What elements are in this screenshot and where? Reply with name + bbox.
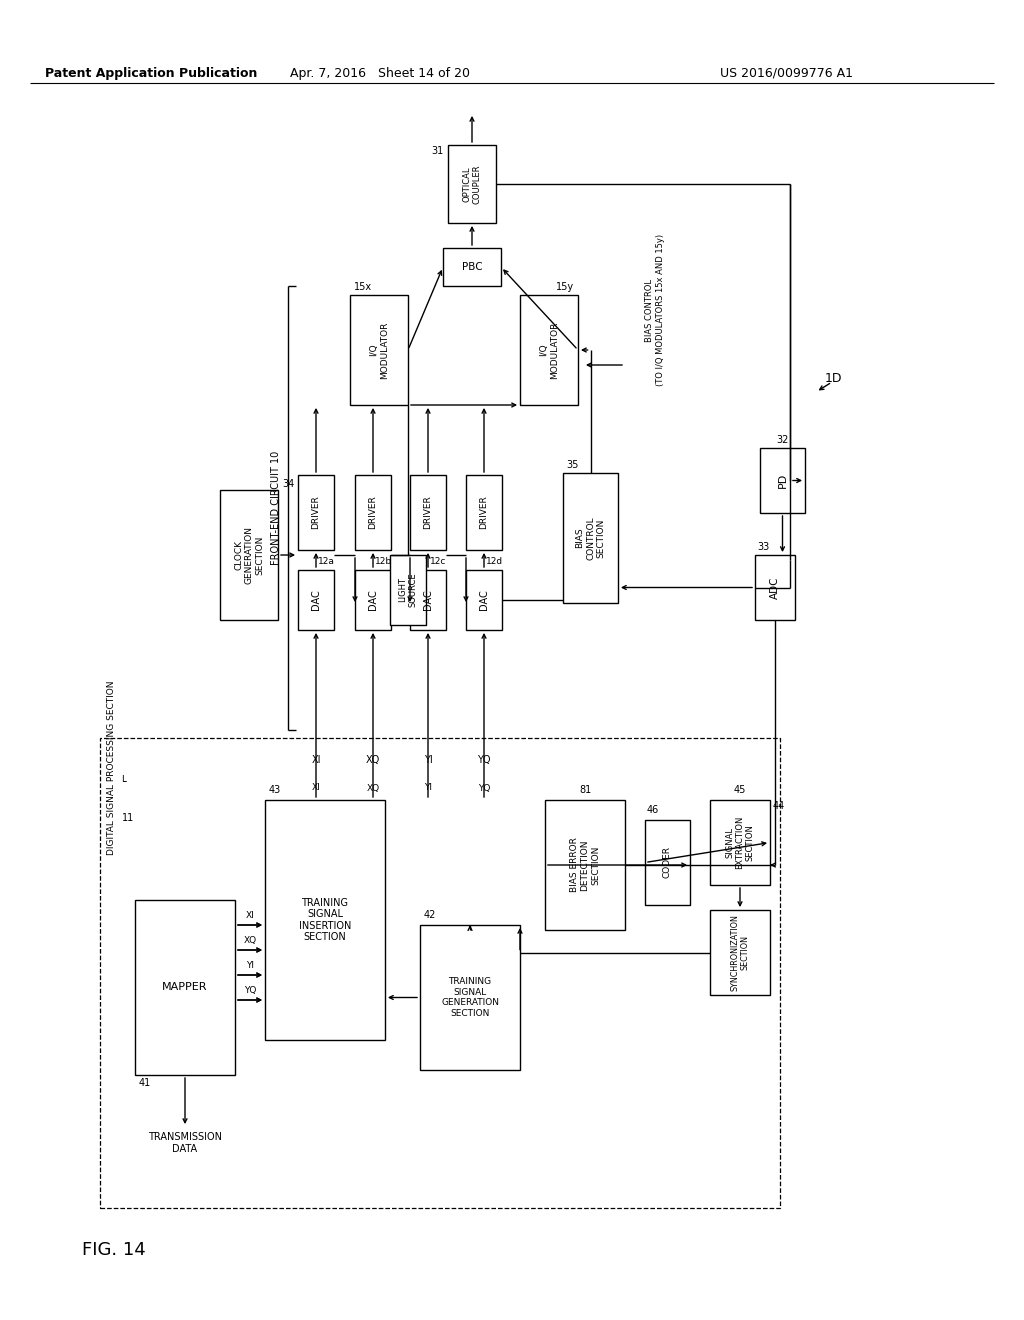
Text: XI: XI [311, 755, 321, 766]
Text: XQ: XQ [366, 755, 380, 766]
Text: DAC: DAC [479, 590, 489, 610]
Text: FRONT-END CIRCUIT 10: FRONT-END CIRCUIT 10 [271, 451, 281, 565]
Bar [760, 447, 805, 513]
Bar [220, 490, 278, 620]
Text: SIGNAL
EXTRACTION
SECTION: SIGNAL EXTRACTION SECTION [725, 816, 755, 869]
Text: 32: 32 [776, 436, 788, 445]
Text: YI: YI [424, 755, 432, 766]
Text: YQ: YQ [477, 755, 490, 766]
Text: 33: 33 [757, 543, 769, 552]
Bar [298, 475, 334, 550]
Text: 45: 45 [734, 785, 746, 795]
Text: CODER: CODER [663, 846, 672, 879]
Text: DAC: DAC [423, 590, 433, 610]
Bar [520, 294, 578, 405]
Text: PD: PD [777, 473, 787, 488]
Text: US 2016/0099776 A1: US 2016/0099776 A1 [720, 66, 853, 79]
Text: 12a: 12a [318, 557, 335, 566]
Text: 15y: 15y [556, 282, 574, 292]
Text: DIGITAL SIGNAL PROCESSING SECTION: DIGITAL SIGNAL PROCESSING SECTION [108, 681, 117, 855]
Text: 34: 34 [282, 479, 294, 488]
Text: 11: 11 [122, 813, 134, 822]
Text: 15x: 15x [354, 282, 372, 292]
Text: 44: 44 [773, 801, 785, 810]
Text: YI: YI [424, 784, 432, 792]
Bar [466, 475, 502, 550]
Bar [443, 248, 501, 286]
Text: XQ: XQ [244, 936, 257, 945]
Text: YQ: YQ [244, 986, 256, 995]
Text: I/Q
MODULATOR: I/Q MODULATOR [540, 321, 559, 379]
Text: SYNCHRONIZATION
SECTION: SYNCHRONIZATION SECTION [730, 913, 750, 991]
Text: XI: XI [246, 912, 254, 920]
Text: 12c: 12c [430, 557, 446, 566]
Text: 43: 43 [269, 785, 282, 795]
Bar [265, 800, 385, 1040]
Text: XQ: XQ [367, 784, 380, 792]
Bar [135, 900, 234, 1074]
Bar [420, 925, 520, 1071]
Bar [563, 473, 618, 603]
Bar [100, 738, 780, 1208]
Text: BIAS ERROR
DETECTION
SECTION: BIAS ERROR DETECTION SECTION [570, 838, 600, 892]
Text: 12b: 12b [375, 557, 392, 566]
Bar [710, 909, 770, 995]
Text: DRIVER: DRIVER [311, 495, 321, 529]
Text: DAC: DAC [368, 590, 378, 610]
Text: 81: 81 [579, 785, 591, 795]
Text: 46: 46 [647, 805, 659, 814]
Bar [466, 570, 502, 630]
Text: TRAINING
SIGNAL
INSERTION
SECTION: TRAINING SIGNAL INSERTION SECTION [299, 898, 351, 942]
Bar [390, 554, 426, 624]
Bar [355, 570, 391, 630]
Text: 42: 42 [424, 909, 436, 920]
Text: LIGHT
SOURCE: LIGHT SOURCE [398, 573, 418, 607]
Text: 31: 31 [432, 147, 444, 156]
Text: Patent Application Publication: Patent Application Publication [45, 66, 257, 79]
Text: PBC: PBC [462, 261, 482, 272]
Text: FIG. 14: FIG. 14 [82, 1241, 145, 1259]
Text: 1D: 1D [825, 371, 843, 384]
Text: 35: 35 [566, 459, 579, 470]
Bar [410, 475, 446, 550]
Text: CLOCK
GENERATION
SECTION: CLOCK GENERATION SECTION [234, 525, 264, 583]
Bar [355, 475, 391, 550]
Text: Apr. 7, 2016   Sheet 14 of 20: Apr. 7, 2016 Sheet 14 of 20 [290, 66, 470, 79]
Text: DRIVER: DRIVER [424, 495, 432, 529]
Text: I/Q
MODULATOR: I/Q MODULATOR [370, 321, 389, 379]
Bar [298, 570, 334, 630]
Bar [710, 800, 770, 884]
Text: TRANSMISSION
DATA: TRANSMISSION DATA [148, 1133, 222, 1154]
Bar [350, 294, 408, 405]
Text: 12d: 12d [486, 557, 503, 566]
Text: MAPPER: MAPPER [162, 982, 208, 993]
Text: BIAS
CONTROL
SECTION: BIAS CONTROL SECTION [575, 516, 605, 560]
Text: OPTICAL
COUPLER: OPTICAL COUPLER [462, 164, 481, 203]
Bar [755, 554, 795, 620]
Text: DRIVER: DRIVER [369, 495, 378, 529]
Text: 41: 41 [139, 1078, 152, 1088]
Text: XI: XI [311, 784, 321, 792]
Text: ADC: ADC [770, 577, 780, 599]
Text: DAC: DAC [311, 590, 321, 610]
Text: YI: YI [246, 961, 254, 970]
Bar [410, 570, 446, 630]
Bar [449, 145, 496, 223]
Text: YQ: YQ [478, 784, 490, 792]
Text: └: └ [119, 777, 125, 787]
Text: DRIVER: DRIVER [479, 495, 488, 529]
Text: BIAS CONTROL
(TO I/Q MODULATORS 15x AND 15y): BIAS CONTROL (TO I/Q MODULATORS 15x AND … [645, 234, 665, 385]
Bar [545, 800, 625, 931]
Bar [645, 820, 690, 906]
Text: TRAINING
SIGNAL
GENERATION
SECTION: TRAINING SIGNAL GENERATION SECTION [441, 977, 499, 1018]
